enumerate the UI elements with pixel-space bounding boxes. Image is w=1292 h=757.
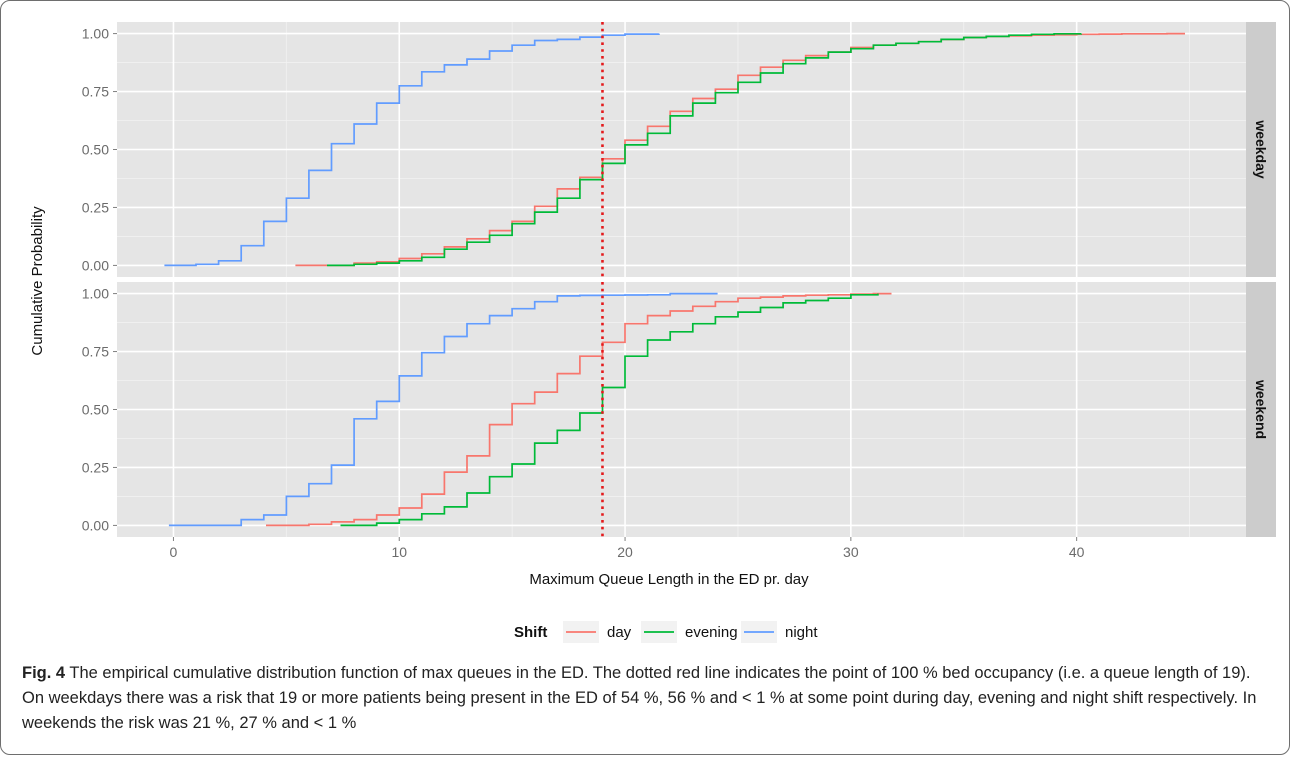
legend-label-night: night [785,624,818,641]
facet-strip [1246,22,1276,277]
y-tick-label: 1.00 [82,286,109,302]
y-tick-label: 0.50 [82,142,109,158]
legend-label-evening: evening [685,624,738,641]
series-line-night [164,33,660,267]
ecdf-chart: 0.000.250.500.751.00weekday0.000.250.500… [29,22,1276,643]
caption-label: Fig. 4 [22,664,66,682]
legend-title: Shift [514,624,547,641]
panel-weekend: 0.00 0.25 0.50 0.75 1.00 weekend [82,282,1276,537]
panel-weekday: 0.00 0.25 0.50 0.75 1.00 weekday [82,22,1276,277]
x-axis-title: Maximum Queue Length in the ED pr. day [529,571,809,588]
y-axis-title: Cumulative Probability [29,206,46,356]
x-tick-label: 30 [843,544,859,560]
x-tick-label: 40 [1069,544,1085,560]
series-line-night [168,292,718,527]
legend: Shift day evening night [514,621,818,643]
x-tick-label: 20 [617,544,633,560]
caption-text: The empirical cumulative distribution fu… [22,664,1257,732]
facet-strip-label: weekday [1253,119,1269,179]
y-tick-label: 0.00 [82,517,109,533]
facet-strip-label: weekend [1253,379,1269,439]
y-tick-label: 1.00 [82,26,109,42]
x-tick-label: 10 [391,544,407,560]
panels-layer: 0.000.250.500.751.00weekday0.000.250.500… [82,22,1276,560]
facet-strip [1246,282,1276,537]
series-line-day [266,292,892,527]
figure-caption: Fig. 4 The empirical cumulative distribu… [22,661,1272,736]
y-tick-label: 0.75 [82,344,109,360]
y-tick-label: 0.25 [82,199,109,215]
series-line-evening [340,293,879,527]
y-tick-label: 0.50 [82,402,109,418]
y-tick-label: 0.00 [82,257,109,273]
x-tick-label: 0 [170,544,178,560]
y-tick-label: 0.25 [82,459,109,475]
series-line-evening [327,32,1083,267]
legend-label-day: day [607,624,632,641]
y-tick-label: 0.75 [82,84,109,100]
